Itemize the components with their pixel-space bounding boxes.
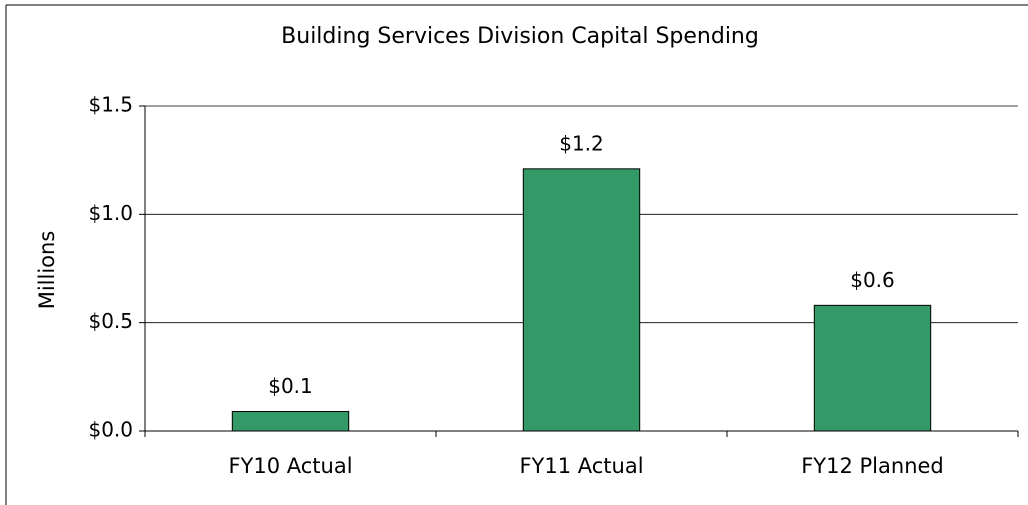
y-axis-label: Millions	[35, 231, 59, 310]
data-label: $1.2	[559, 131, 604, 155]
x-tick-label: FY12 Planned	[801, 454, 944, 478]
bar	[813, 304, 932, 432]
data-label: $0.6	[850, 268, 895, 292]
y-tick-label: $0.0	[88, 418, 133, 442]
chart-title: Building Services Division Capital Spend…	[281, 24, 759, 49]
y-tick-label: $1.0	[88, 201, 133, 225]
y-tick-label: $0.5	[88, 309, 133, 333]
data-label: $0.1	[268, 374, 313, 398]
x-tick-label: FY10 Actual	[228, 454, 352, 478]
y-tick-label: $1.5	[88, 93, 133, 117]
bar	[231, 411, 350, 432]
bar	[522, 168, 641, 432]
x-tick-label: FY11 Actual	[519, 454, 643, 478]
